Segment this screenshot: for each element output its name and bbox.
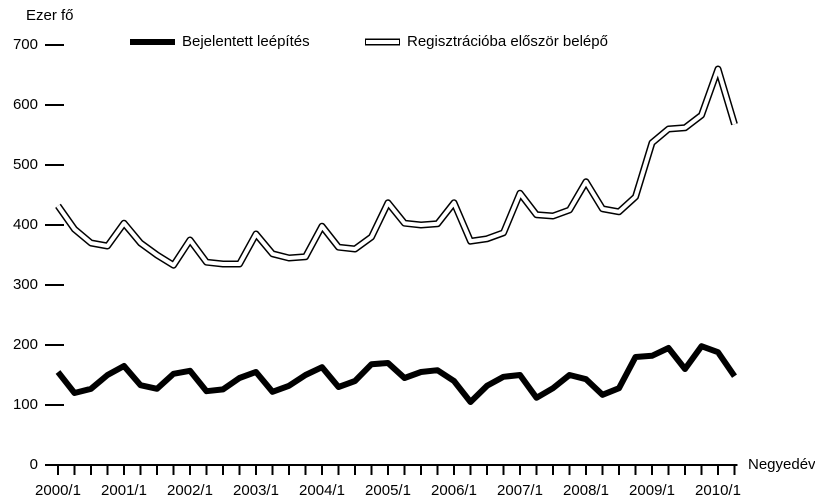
legend-label: Bejelentett leépítés: [182, 33, 310, 50]
x-tick-label: 2008/1: [563, 482, 609, 498]
legend-label: Regisztrációba először belépő: [407, 33, 608, 50]
line-outline: [55, 65, 738, 269]
x-tick-label: 2001/1: [101, 482, 147, 498]
y-tick-label: 400: [13, 216, 38, 233]
y-axis-label: Ezer fő: [26, 7, 74, 24]
y-tick-label: 300: [13, 276, 38, 293]
line: [55, 343, 737, 405]
x-tick-label: 2006/1: [431, 482, 477, 498]
x-tick-label: 2000/1: [35, 482, 81, 498]
y-tick-label: 700: [13, 36, 38, 53]
line: [56, 67, 737, 268]
x-axis-label: Negyedév: [748, 456, 815, 473]
x-tick-label: 2009/1: [629, 482, 675, 498]
y-tick-label: 200: [13, 336, 38, 353]
x-tick-label: 2003/1: [233, 482, 279, 498]
x-tick-label: 2007/1: [497, 482, 543, 498]
x-tick-label: 2002/1: [167, 482, 213, 498]
y-tick-label: 500: [13, 156, 38, 173]
x-tick-label: 2010/1: [695, 482, 741, 498]
x-tick-label: 2005/1: [365, 482, 411, 498]
y-tick-label: 0: [30, 456, 38, 473]
y-tick-label: 100: [13, 396, 38, 413]
y-tick-label: 600: [13, 96, 38, 113]
x-tick-label: 2004/1: [299, 482, 345, 498]
